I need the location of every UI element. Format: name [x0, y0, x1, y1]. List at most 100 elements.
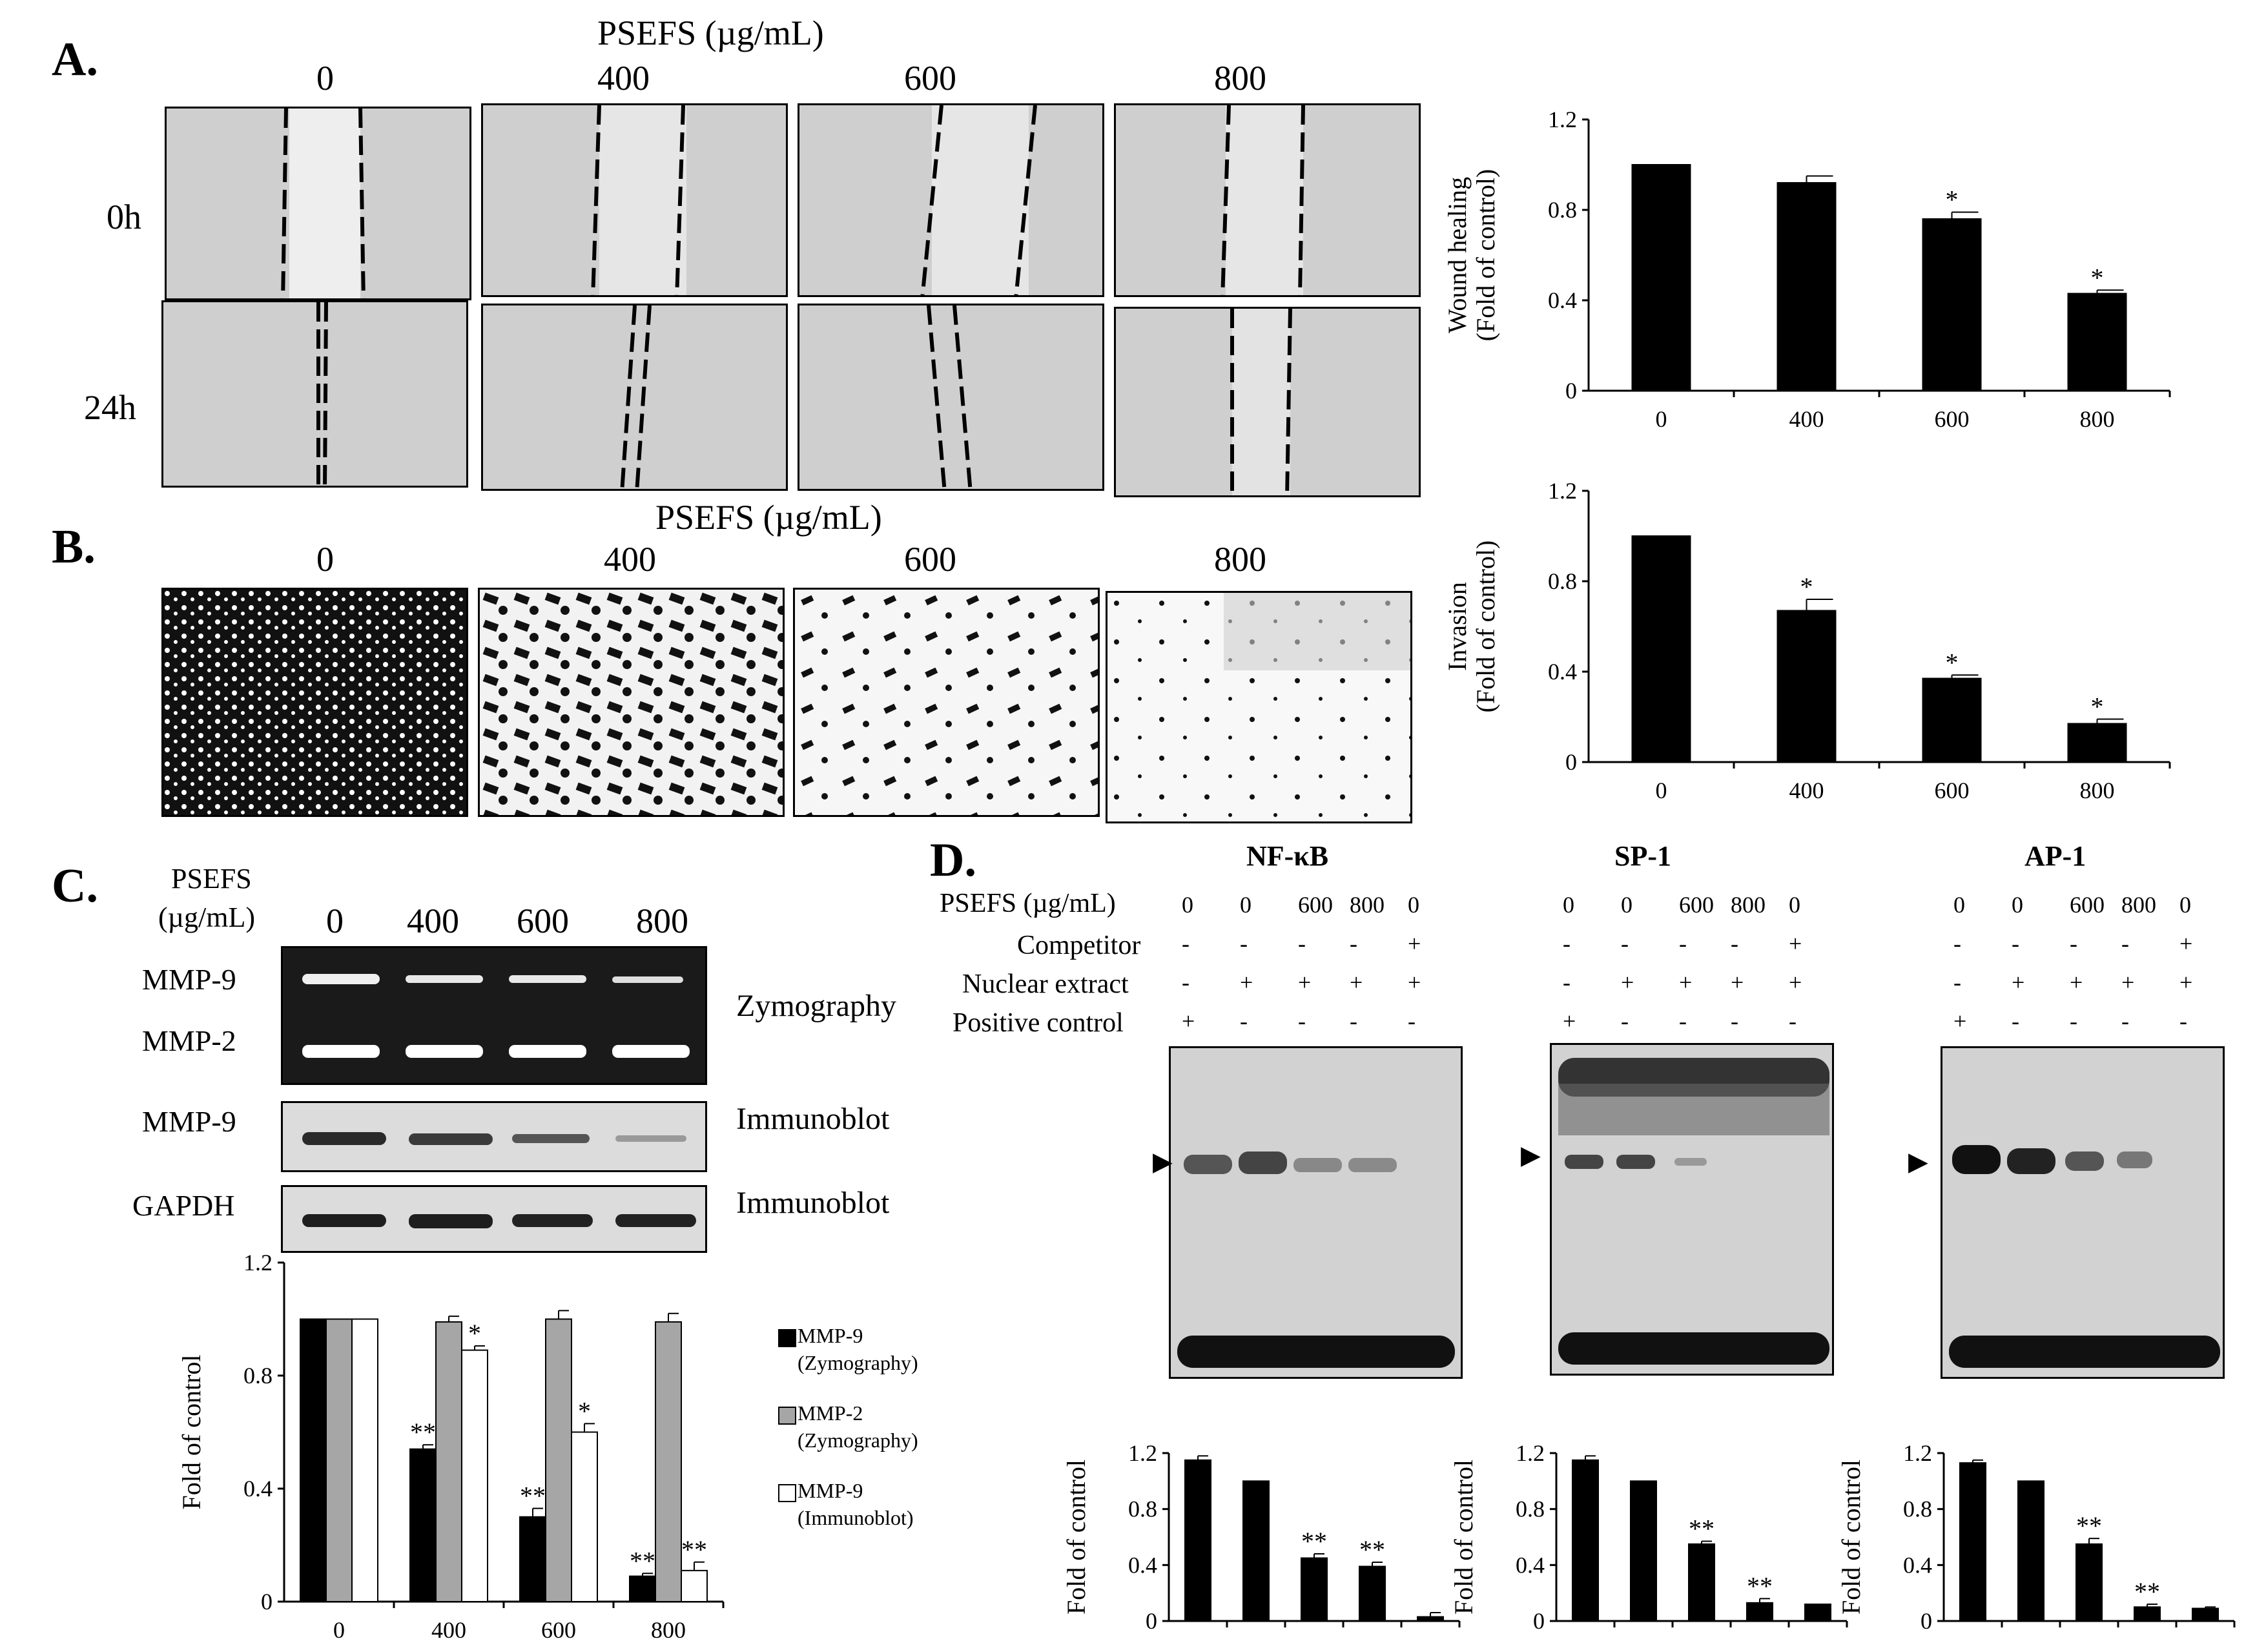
- bar: [1631, 164, 1691, 391]
- bar: [2067, 723, 2127, 763]
- method-label-immunoblot-1: Immunoblot: [736, 1102, 890, 1136]
- panel-a-time-24h: 24h: [84, 388, 136, 427]
- emsa-positive-control-cell: -: [2012, 1008, 2019, 1034]
- emsa-nuclear-extract-cell: +: [2070, 969, 2083, 995]
- x-tick-label: 800: [2080, 778, 2115, 803]
- significance-mark: *: [2091, 263, 2104, 292]
- emsa-dose-cell: 0: [1182, 892, 1193, 918]
- emsa-positive-control-cell: -: [2070, 1008, 2077, 1034]
- panel-b-dose-800: 800: [1214, 540, 1266, 579]
- y-tick-label: 0.4: [1128, 1552, 1157, 1578]
- x-tick-label: 0: [333, 1617, 345, 1643]
- legend-swatch-mmp9-blot: [778, 1484, 796, 1502]
- panel-b-treatment-title: PSEFS (µg/mL): [655, 498, 882, 537]
- significance-mark: **: [2134, 1577, 2160, 1606]
- emsa-competitor-cell: -: [1953, 931, 1961, 956]
- significance-mark: *: [468, 1319, 481, 1348]
- y-axis-label: Fold of control: [1062, 1460, 1091, 1615]
- x-tick-label: 400: [431, 1617, 466, 1643]
- emsa-nuclear-extract-cell: +: [1240, 969, 1253, 995]
- band-label-mmp9-blot: MMP-9: [142, 1105, 236, 1138]
- bar: [1922, 218, 1982, 391]
- y-tick-label: 0.8: [1548, 568, 1577, 594]
- y-tick-label: 0.4: [243, 1476, 273, 1502]
- emsa-arrow-sp1: ▶: [1521, 1141, 1541, 1170]
- emsa-positive-control-cell: +: [1953, 1008, 1967, 1034]
- y-tick-label: 0.8: [1128, 1496, 1157, 1522]
- significance-mark: **: [520, 1482, 546, 1511]
- emsa-nuclear-extract-cell: -: [1953, 969, 1961, 995]
- bar: [2192, 1607, 2219, 1622]
- legend-mmp9-blot-line1: MMP-9: [798, 1479, 863, 1502]
- wound-image-24h-400: [481, 304, 788, 491]
- bar: [461, 1349, 488, 1602]
- emsa-nuclear-extract-cell: +: [1350, 969, 1363, 995]
- emsa-nuclear-extract-cell: +: [1731, 969, 1744, 995]
- emsa-competitor-cell: +: [1408, 931, 1421, 956]
- emsa-dose-cell: 800: [2121, 892, 2156, 918]
- y-axis-label: Fold of control: [1449, 1460, 1478, 1615]
- significance-mark: **: [630, 1546, 655, 1575]
- bar: [1959, 1462, 1986, 1622]
- bar: [435, 1321, 462, 1602]
- panel-c-title-line1: PSEFS: [171, 863, 252, 894]
- sp1-quantification-chart: 0 0.4 0.8 1.2 ** ** Fold of control: [1449, 1440, 1848, 1634]
- y-tick-label: 1.2: [1903, 1440, 1932, 1466]
- emsa-dose-cell: 0: [2012, 892, 2023, 918]
- emsa-dose-cell: 0: [2179, 892, 2191, 918]
- emsa-title-nfkb: NF-κB: [1246, 840, 1329, 872]
- x-tick-label: 600: [541, 1617, 576, 1643]
- bar: [351, 1318, 378, 1602]
- emsa-dose-cell: 600: [1679, 892, 1714, 918]
- y-tick-label: 0.8: [1903, 1496, 1932, 1522]
- panel-d-row-nuclear-extract: Nuclear extract: [962, 969, 1129, 999]
- emsa-gel-nfkb: [1169, 1046, 1463, 1379]
- x-tick-label: 0: [1656, 406, 1667, 432]
- emsa-competitor-cell: +: [1789, 931, 1802, 956]
- emsa-competitor-cell: -: [1679, 931, 1687, 956]
- significance-mark: *: [1946, 185, 1959, 214]
- legend-mmp9-zymo-line2: (Zymography): [798, 1351, 918, 1374]
- emsa-dose-cell: 0: [1789, 892, 1800, 918]
- y-tick-label: 0: [1565, 378, 1577, 404]
- panel-label-a: A.: [52, 33, 98, 86]
- panel-a-dose-800: 800: [1214, 59, 1266, 98]
- wound-image-24h-800: [1114, 307, 1421, 497]
- emsa-arrow-ap1: ▶: [1908, 1147, 1928, 1176]
- emsa-dose-cell: 800: [1350, 892, 1385, 918]
- emsa-competitor-cell: -: [1350, 931, 1357, 956]
- bar: [1922, 677, 1982, 763]
- emsa-positive-control-cell: -: [1789, 1008, 1797, 1034]
- emsa-arrow-nfkb: ▶: [1153, 1147, 1173, 1176]
- significance-mark: **: [1689, 1514, 1715, 1544]
- significance-mark: *: [578, 1396, 591, 1425]
- legend-swatch-mmp9-zymo: [778, 1329, 796, 1347]
- panel-c-dose-800: 800: [636, 902, 688, 940]
- bar: [1631, 535, 1691, 763]
- panel-d-row-positive-control: Positive control: [953, 1008, 1124, 1038]
- emsa-dose-cell: 800: [1731, 892, 1766, 918]
- panel-d-row-psefs: PSEFS (µg/mL): [940, 889, 1116, 918]
- panel-c-title-line2: (µg/mL): [158, 902, 255, 933]
- emsa-nuclear-extract-cell: +: [2012, 969, 2025, 995]
- wound-image-24h-600: [798, 304, 1104, 491]
- emsa-gel-sp1: [1550, 1043, 1834, 1376]
- emsa-positive-control-cell: -: [1350, 1008, 1357, 1034]
- immunoblot-gapdh: [281, 1185, 707, 1253]
- band-label-mmp9: MMP-9: [142, 963, 236, 996]
- panel-b-dose-600: 600: [904, 540, 956, 579]
- bar: [1777, 610, 1837, 763]
- y-tick-label: 0: [261, 1589, 273, 1615]
- y-axis-label-line1: Invasion: [1443, 582, 1472, 671]
- panel-c-dose-400: 400: [407, 902, 459, 940]
- emsa-nuclear-extract-cell: +: [1679, 969, 1693, 995]
- x-tick-label: 400: [1789, 778, 1824, 803]
- band-label-gapdh: GAPDH: [132, 1189, 235, 1222]
- emsa-nuclear-extract-cell: +: [2179, 969, 2193, 995]
- emsa-nuclear-extract-cell: -: [1563, 969, 1571, 995]
- emsa-nuclear-extract-cell: +: [1621, 969, 1634, 995]
- emsa-positive-control-cell: +: [1182, 1008, 1195, 1034]
- emsa-dose-cell: 600: [1298, 892, 1333, 918]
- bar: [1417, 1616, 1444, 1622]
